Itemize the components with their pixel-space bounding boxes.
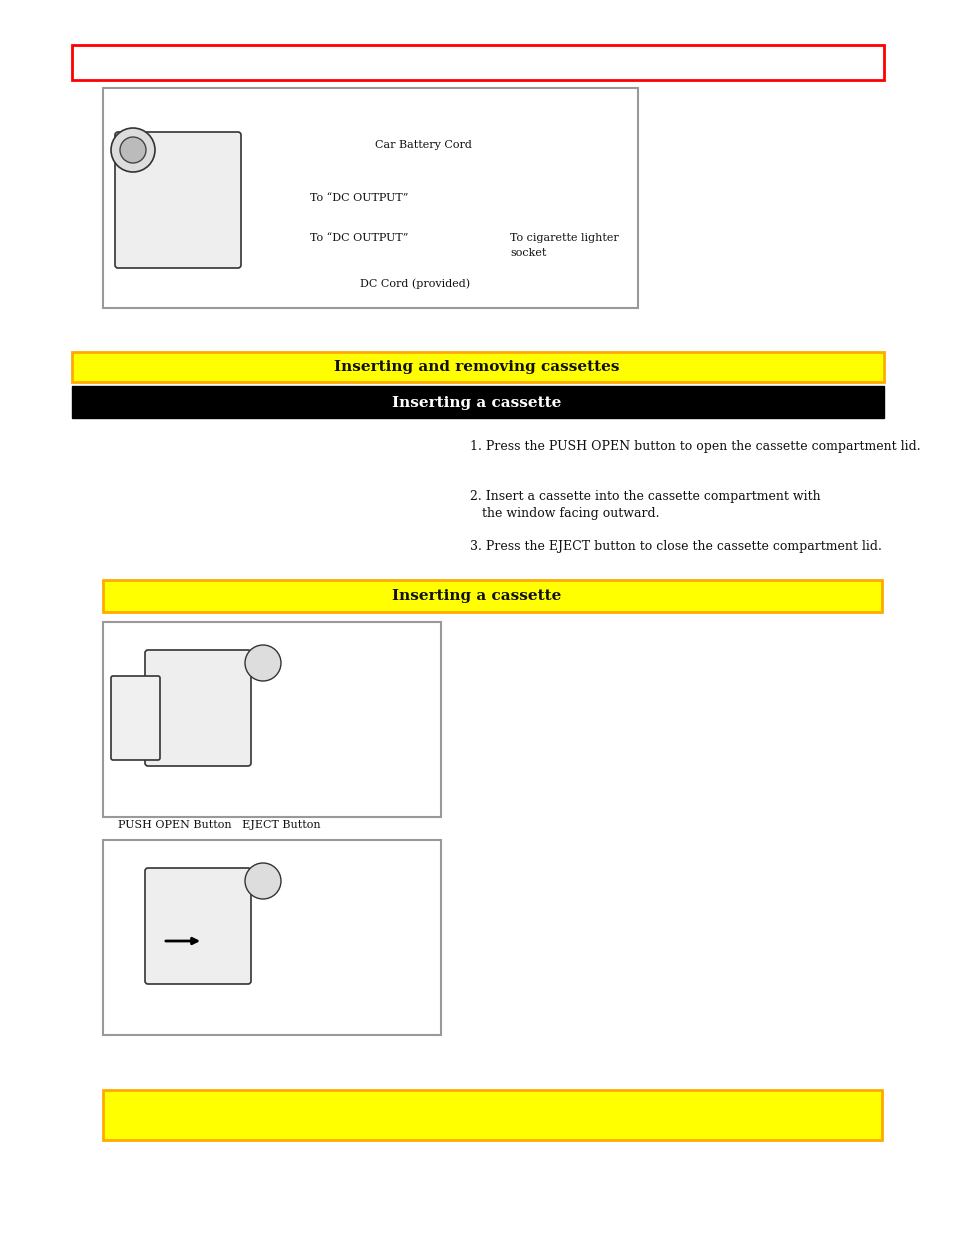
FancyBboxPatch shape [145, 868, 251, 984]
FancyBboxPatch shape [145, 650, 251, 766]
Text: To cigarette lighter: To cigarette lighter [510, 233, 618, 243]
Bar [103, 840, 440, 1035]
Text: socket: socket [510, 248, 546, 258]
Bar [71, 387, 883, 417]
Text: PUSH OPEN Button   EJECT Button: PUSH OPEN Button EJECT Button [118, 820, 320, 830]
Circle shape [245, 645, 281, 680]
Circle shape [120, 137, 146, 163]
Text: 2. Insert a cassette into the cassette compartment with: 2. Insert a cassette into the cassette c… [470, 490, 820, 503]
Text: Car Battery Cord: Car Battery Cord [375, 140, 472, 149]
Text: Inserting a cassette: Inserting a cassette [392, 589, 561, 603]
Bar [103, 622, 440, 818]
Bar [103, 580, 882, 613]
Text: Inserting and removing cassettes: Inserting and removing cassettes [334, 359, 619, 374]
Bar [103, 1091, 882, 1140]
Text: Inserting a cassette: Inserting a cassette [392, 396, 561, 410]
Text: the window facing outward.: the window facing outward. [470, 508, 659, 520]
FancyBboxPatch shape [115, 132, 241, 268]
Text: 1. Press the PUSH OPEN button to open the cassette compartment lid.: 1. Press the PUSH OPEN button to open th… [470, 440, 920, 453]
Circle shape [245, 863, 281, 899]
Text: To “DC OUTPUT”: To “DC OUTPUT” [310, 193, 408, 203]
Circle shape [111, 128, 154, 172]
FancyBboxPatch shape [111, 676, 160, 760]
Bar [71, 352, 883, 382]
Text: DC Cord (provided): DC Cord (provided) [359, 278, 470, 289]
Text: 3. Press the EJECT button to close the cassette compartment lid.: 3. Press the EJECT button to close the c… [470, 540, 881, 553]
Bar [71, 44, 883, 80]
Bar [103, 88, 638, 308]
Text: To “DC OUTPUT”: To “DC OUTPUT” [310, 233, 408, 243]
